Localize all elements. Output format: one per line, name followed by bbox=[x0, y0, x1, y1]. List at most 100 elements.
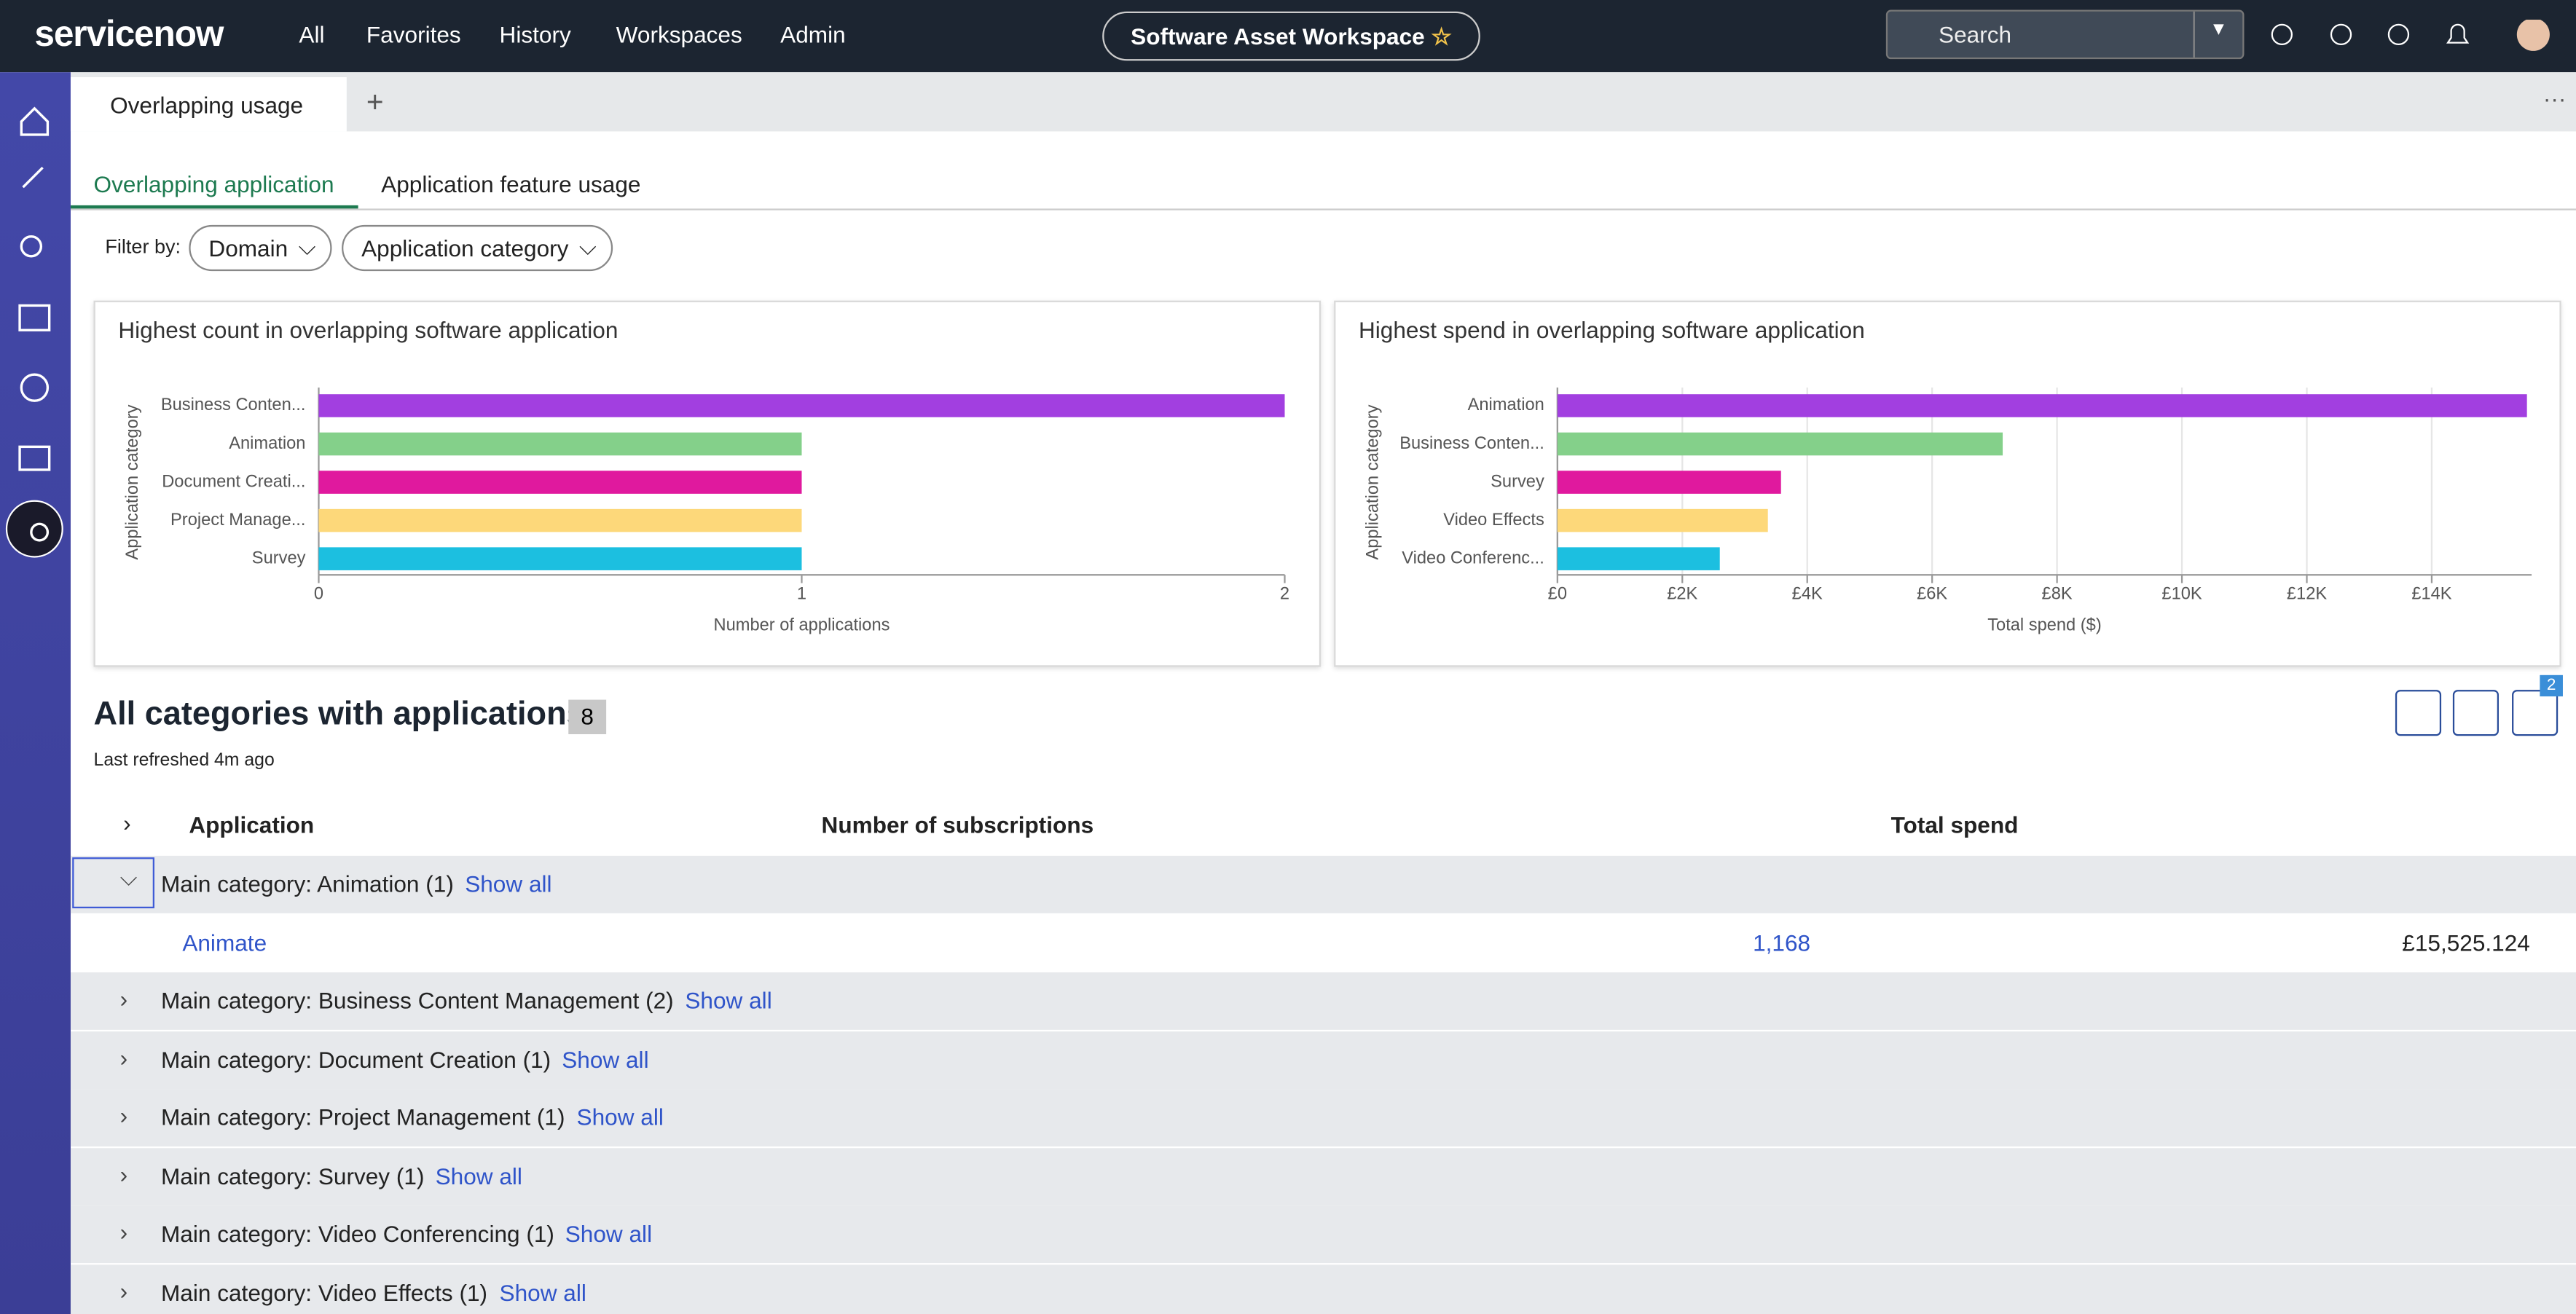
x-tick-label: £14K bbox=[2411, 585, 2451, 604]
filter-button[interactable] bbox=[2512, 690, 2559, 736]
subscriptions-link[interactable]: 1,168 bbox=[1753, 929, 1811, 956]
group-label: Main category: Survey (1) bbox=[160, 1162, 425, 1189]
group-label: Main category: Video Effects (1) bbox=[160, 1278, 488, 1305]
search-placeholder: Search bbox=[1939, 21, 2012, 48]
y-tick-label: Video Conferenc... bbox=[1402, 548, 1544, 567]
subtab-indicator bbox=[70, 205, 358, 209]
search-box[interactable]: Search ▼ bbox=[1885, 9, 2245, 60]
expand-chevron[interactable]: › bbox=[119, 986, 128, 1012]
nav-item[interactable]: Favorites bbox=[366, 21, 461, 48]
filter-label: Filter by: bbox=[105, 235, 181, 259]
expand-chevron[interactable]: › bbox=[119, 1160, 128, 1187]
bar bbox=[318, 508, 802, 532]
nav-item[interactable]: Admin bbox=[780, 21, 846, 48]
chip-label: Domain bbox=[208, 235, 288, 261]
x-tick-label: 2 bbox=[1280, 585, 1289, 604]
group-row[interactable]: › Main category: Video Effects (1) Show al… bbox=[70, 1264, 2576, 1314]
group-row[interactable]: › Main category: Video Conferencing (1) Sh… bbox=[70, 1205, 2576, 1264]
show-all-link[interactable]: Show all bbox=[576, 1103, 664, 1130]
last-refreshed: Last refreshed 4m ago bbox=[93, 750, 275, 771]
y-tick-label: Business Conten... bbox=[1399, 434, 1544, 453]
nav-item[interactable]: All bbox=[299, 21, 325, 48]
group-label: Main category: Business Content Manageme… bbox=[160, 987, 674, 1014]
more[interactable]: ··· bbox=[2542, 85, 2567, 112]
nav-item[interactable]: Workspaces bbox=[616, 21, 742, 48]
chart: Highest spend in overlapping software ap… bbox=[1359, 317, 2532, 634]
group-row[interactable]: › Main category: Survey (1) Show all bbox=[70, 1147, 2576, 1205]
x-tick-label: £8K bbox=[2042, 585, 2073, 604]
show-all-link[interactable]: Show all bbox=[435, 1162, 522, 1189]
x-axis-label: Number of applications bbox=[714, 615, 890, 634]
filter-count: 2 bbox=[2540, 674, 2563, 697]
nav-item[interactable]: History bbox=[499, 21, 571, 48]
sidebar-icons bbox=[5, 106, 63, 558]
group-label: Main category: Animation (1) bbox=[160, 870, 454, 897]
expand-chevron[interactable]: › bbox=[119, 1219, 128, 1246]
bar bbox=[318, 547, 802, 570]
subtab[interactable]: Application feature usage bbox=[381, 170, 641, 197]
show-all-link[interactable]: Show all bbox=[465, 870, 552, 897]
column-header[interactable]: Number of subscriptions bbox=[821, 811, 1094, 838]
show-all-link[interactable]: Show all bbox=[499, 1278, 586, 1305]
group-row[interactable]: › Main category: Business Content Managem… bbox=[70, 972, 2576, 1030]
focus-ring bbox=[72, 857, 154, 909]
y-axis-label: Application category bbox=[1364, 404, 1383, 559]
column-header[interactable]: Application bbox=[189, 811, 315, 838]
expand-chevron[interactable]: ⌵ bbox=[119, 864, 138, 891]
expand-chevron[interactable]: › bbox=[119, 1044, 128, 1071]
x-tick-label: £0 bbox=[1548, 585, 1567, 604]
x-tick-label: £12K bbox=[2287, 585, 2327, 604]
filter-chip[interactable]: Application category ⌵ bbox=[342, 224, 613, 272]
chart-card: Highest count in overlapping software ap… bbox=[93, 300, 1322, 667]
group-label: Main category: Project Management (1) bbox=[160, 1103, 565, 1130]
total-spend: £15,525.124 bbox=[2402, 929, 2530, 956]
show-all-link[interactable]: Show all bbox=[685, 987, 772, 1014]
y-tick-label: Video Effects bbox=[1443, 511, 1544, 530]
column-header[interactable]: Total spend bbox=[1890, 811, 2019, 838]
group-label: Main category: Video Conferencing (1) bbox=[160, 1220, 554, 1247]
expand-chevron[interactable]: › bbox=[119, 1277, 128, 1304]
group-row[interactable]: › Main category: Project Management (1) Sh… bbox=[70, 1089, 2576, 1146]
settings-button[interactable] bbox=[2452, 690, 2500, 736]
tab[interactable]: Overlapping usage bbox=[70, 76, 347, 132]
section-title: All categories with applications bbox=[93, 696, 585, 733]
group-row[interactable]: ⌵ Main category: Animation (1) Show all bbox=[70, 855, 2576, 913]
bar bbox=[1557, 508, 1768, 532]
workspace-pill[interactable]: Software Asset Workspace ☆ bbox=[1102, 11, 1480, 61]
x-tick-label: 1 bbox=[797, 585, 806, 604]
x-tick-label: £2K bbox=[1667, 585, 1697, 604]
bar bbox=[1557, 394, 2527, 417]
y-tick-label: Project Manage... bbox=[170, 511, 305, 530]
x-tick-label: £6K bbox=[1917, 585, 1947, 604]
group-row[interactable]: › Main category: Document Creation (1) Sho… bbox=[70, 1031, 2576, 1088]
group-label: Main category: Document Creation (1) bbox=[160, 1045, 551, 1072]
bar bbox=[318, 432, 802, 456]
tab-label: Overlapping usage bbox=[110, 92, 304, 119]
show-all-link[interactable]: Show all bbox=[562, 1045, 649, 1072]
filter-chip[interactable]: Domain ⌵ bbox=[189, 224, 333, 272]
y-tick-label: Animation bbox=[229, 434, 305, 453]
x-tick-label: 0 bbox=[314, 585, 323, 604]
y-tick-label: Survey bbox=[252, 548, 306, 567]
y-tick-label: Survey bbox=[1491, 472, 1544, 491]
x-axis-label: Total spend ($) bbox=[1987, 615, 2101, 634]
chip-label: Application category bbox=[361, 235, 569, 261]
x-tick-label: £4K bbox=[1792, 585, 1823, 604]
header-icons bbox=[2271, 20, 2550, 51]
expand-chevron[interactable]: › bbox=[119, 1102, 128, 1129]
chart-title: Highest count in overlapping software ap… bbox=[118, 317, 618, 343]
refresh-button[interactable] bbox=[2395, 690, 2442, 736]
data-row: Animate 1,168 £15,525.124 bbox=[70, 913, 2576, 972]
y-tick-label: Document Creati... bbox=[162, 472, 305, 491]
y-axis-label: Application category bbox=[123, 404, 142, 559]
brand[interactable]: servicenow bbox=[34, 13, 224, 55]
application-link[interactable]: Animate bbox=[182, 929, 267, 956]
add-tab[interactable]: + bbox=[366, 85, 384, 119]
subtab-active[interactable]: Overlapping application bbox=[93, 170, 334, 197]
bar bbox=[318, 394, 1285, 417]
show-all-link[interactable]: Show all bbox=[565, 1220, 653, 1247]
tab-strip bbox=[70, 72, 2576, 132]
sidebar bbox=[0, 72, 71, 1314]
chart-card: Highest spend in overlapping software ap… bbox=[1334, 300, 2561, 667]
